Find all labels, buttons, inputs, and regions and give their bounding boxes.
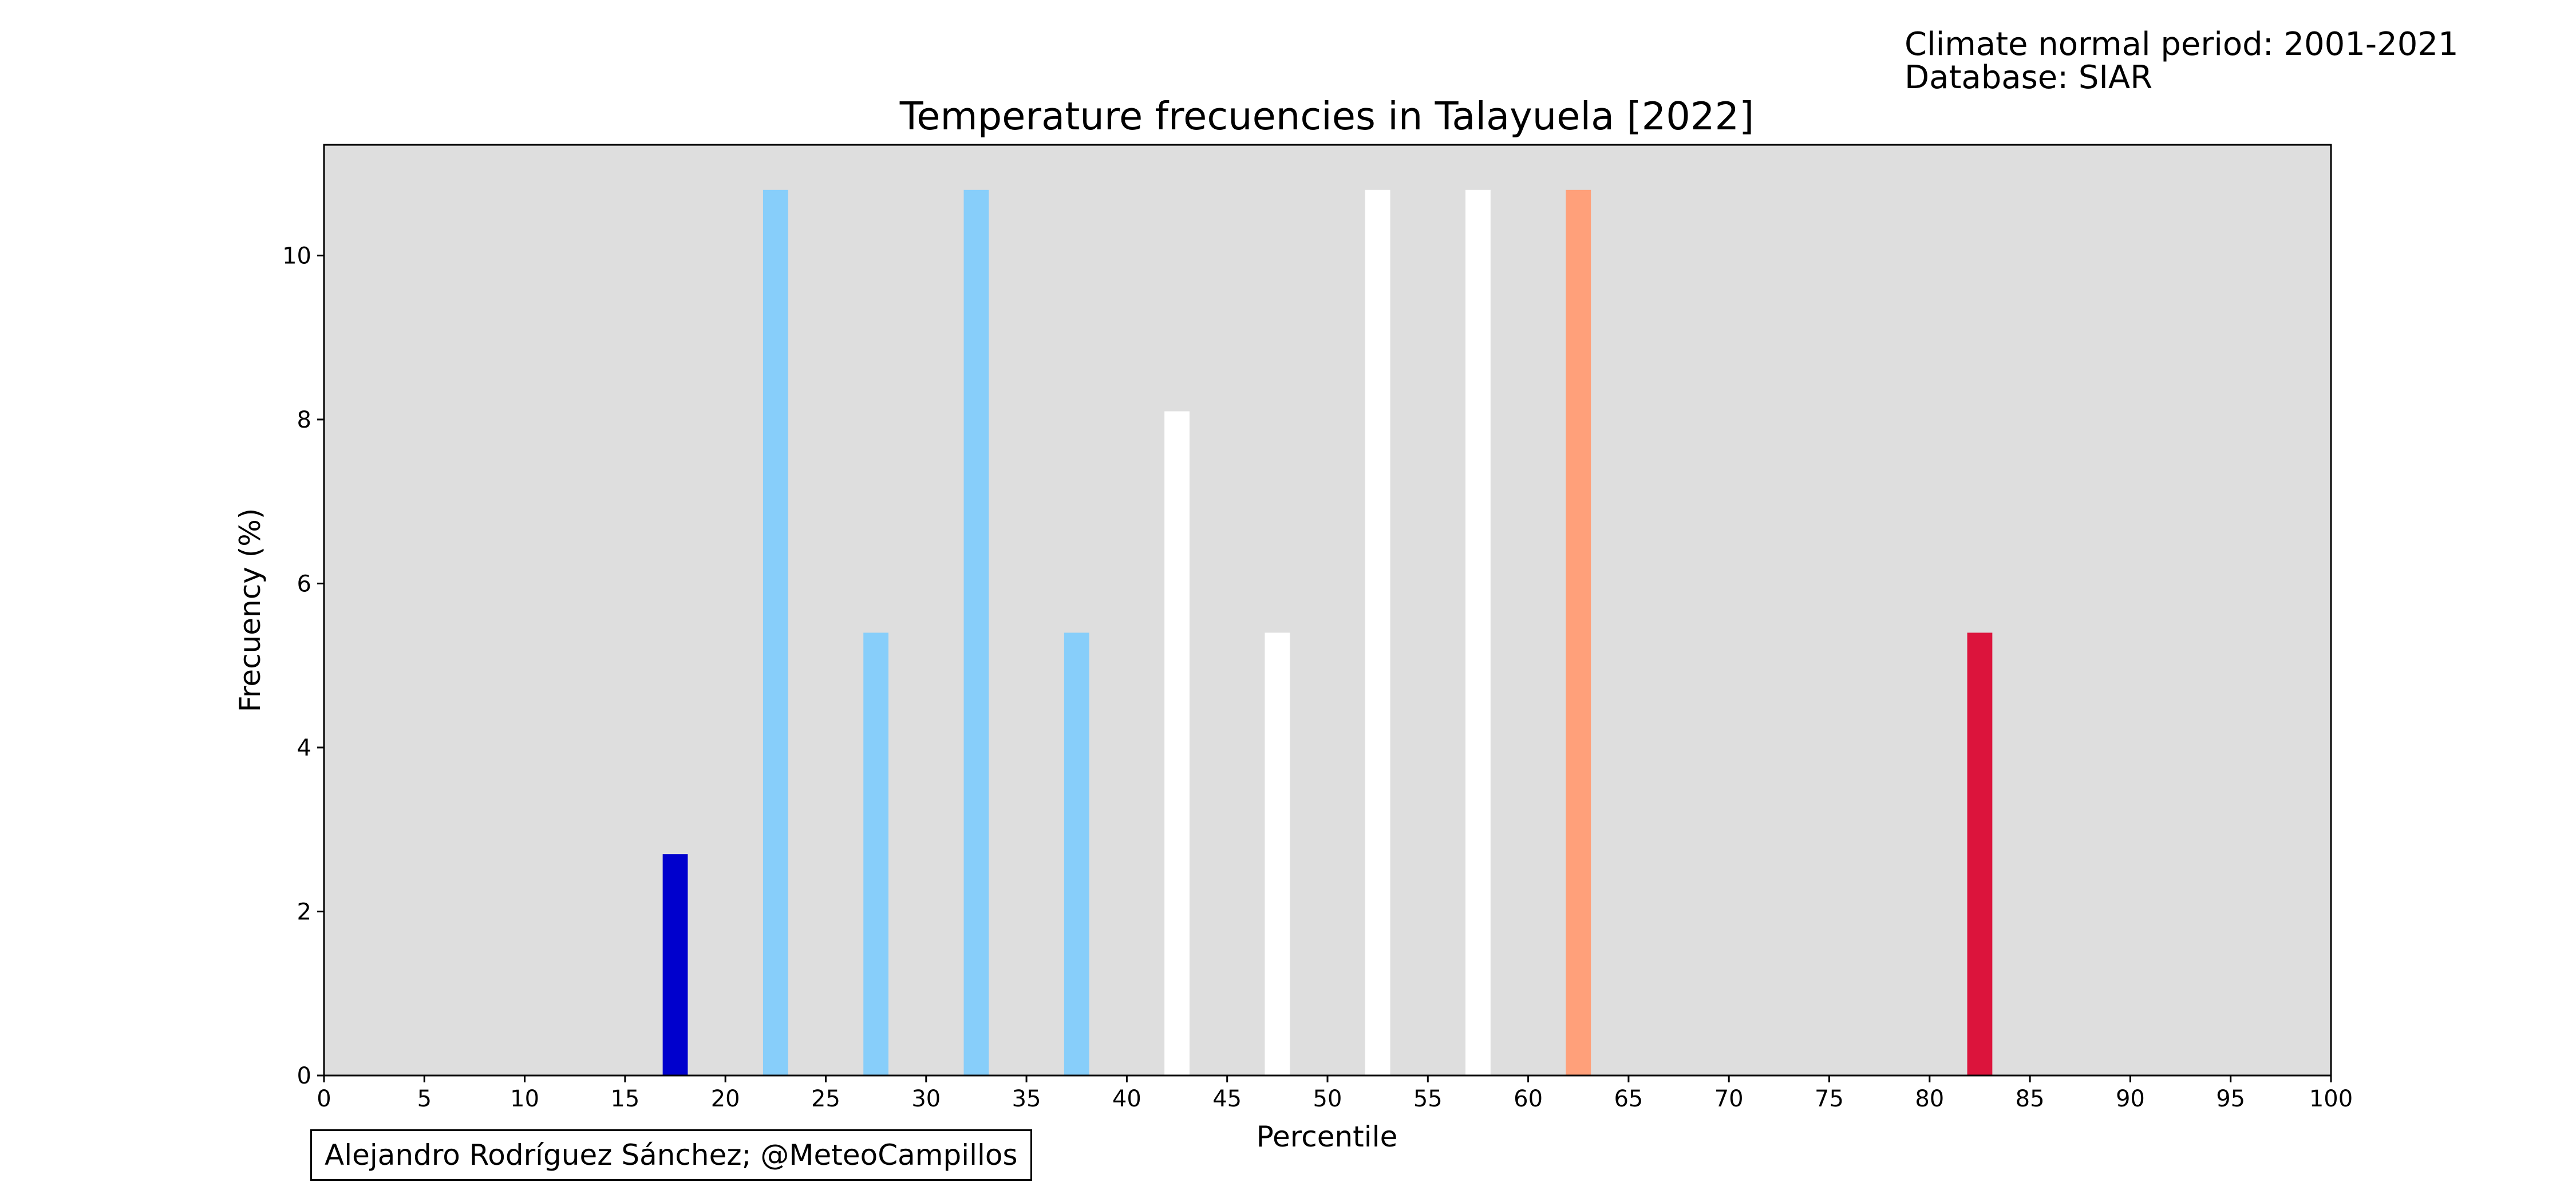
y-tick-label: 10 <box>282 243 311 269</box>
x-tick-label: 25 <box>811 1086 840 1112</box>
x-tick-label: 40 <box>1112 1086 1141 1112</box>
bar-group <box>662 189 1993 1076</box>
bar-p42.5 <box>1164 411 1190 1076</box>
x-tick-label: 60 <box>1514 1086 1543 1112</box>
x-tick-label: 50 <box>1313 1086 1342 1112</box>
plot-area <box>324 145 2331 1076</box>
credit-text: Alejandro Rodríguez Sánchez; @MeteoCampi… <box>325 1138 1018 1172</box>
x-tick-label: 100 <box>2309 1086 2353 1112</box>
y-axis-ticks: 0 2 4 6 8 10 <box>282 243 324 1089</box>
bar-p62.5 <box>1566 189 1591 1076</box>
y-tick-label: 4 <box>297 735 311 761</box>
normal-period-note: Climate normal period: 2001-2021 <box>1905 26 2459 63</box>
bar-p27.5 <box>863 632 889 1076</box>
bar-p47.5 <box>1265 632 1290 1076</box>
x-tick-label: 80 <box>1915 1086 1944 1112</box>
y-tick-label: 0 <box>297 1063 311 1089</box>
x-axis-ticks: 0 5 10 15 20 25 30 35 40 45 50 55 60 65 70 75 80 85 90 95 10… <box>317 1076 2353 1112</box>
y-tick-label: 6 <box>297 571 311 597</box>
bar-p32.5 <box>963 189 989 1076</box>
x-tick-label: 10 <box>510 1086 539 1112</box>
bar-p82.5 <box>1967 632 1993 1076</box>
x-tick-label: 95 <box>2216 1086 2245 1112</box>
bar-p57.5 <box>1465 189 1491 1076</box>
x-axis-label: Percentile <box>1257 1120 1398 1153</box>
bar-p17.5 <box>662 854 688 1076</box>
chart-title: Temperature frecuencies in Talayuela [20… <box>899 94 1754 139</box>
x-tick-label: 55 <box>1413 1086 1443 1112</box>
bar-p22.5 <box>762 189 788 1076</box>
y-tick-label: 2 <box>297 899 311 925</box>
x-tick-label: 90 <box>2116 1086 2145 1112</box>
x-tick-label: 15 <box>610 1086 639 1112</box>
x-tick-label: 45 <box>1212 1086 1242 1112</box>
y-axis-label: Frecuency (%) <box>234 508 267 712</box>
x-tick-label: 75 <box>1815 1086 1844 1112</box>
x-tick-label: 30 <box>911 1086 941 1112</box>
bar-p52.5 <box>1365 189 1390 1076</box>
x-tick-label: 20 <box>711 1086 740 1112</box>
bar-p37.5 <box>1064 632 1089 1076</box>
x-tick-label: 70 <box>1714 1086 1744 1112</box>
x-tick-label: 0 <box>317 1086 331 1112</box>
x-tick-label: 85 <box>2016 1086 2045 1112</box>
x-tick-label: 5 <box>417 1086 432 1112</box>
x-tick-label: 65 <box>1614 1086 1643 1112</box>
y-tick-label: 8 <box>297 407 311 433</box>
credit-box: Alejandro Rodríguez Sánchez; @MeteoCampi… <box>310 1129 1032 1181</box>
x-tick-label: 35 <box>1012 1086 1041 1112</box>
database-note: Database: SIAR <box>1905 59 2153 96</box>
